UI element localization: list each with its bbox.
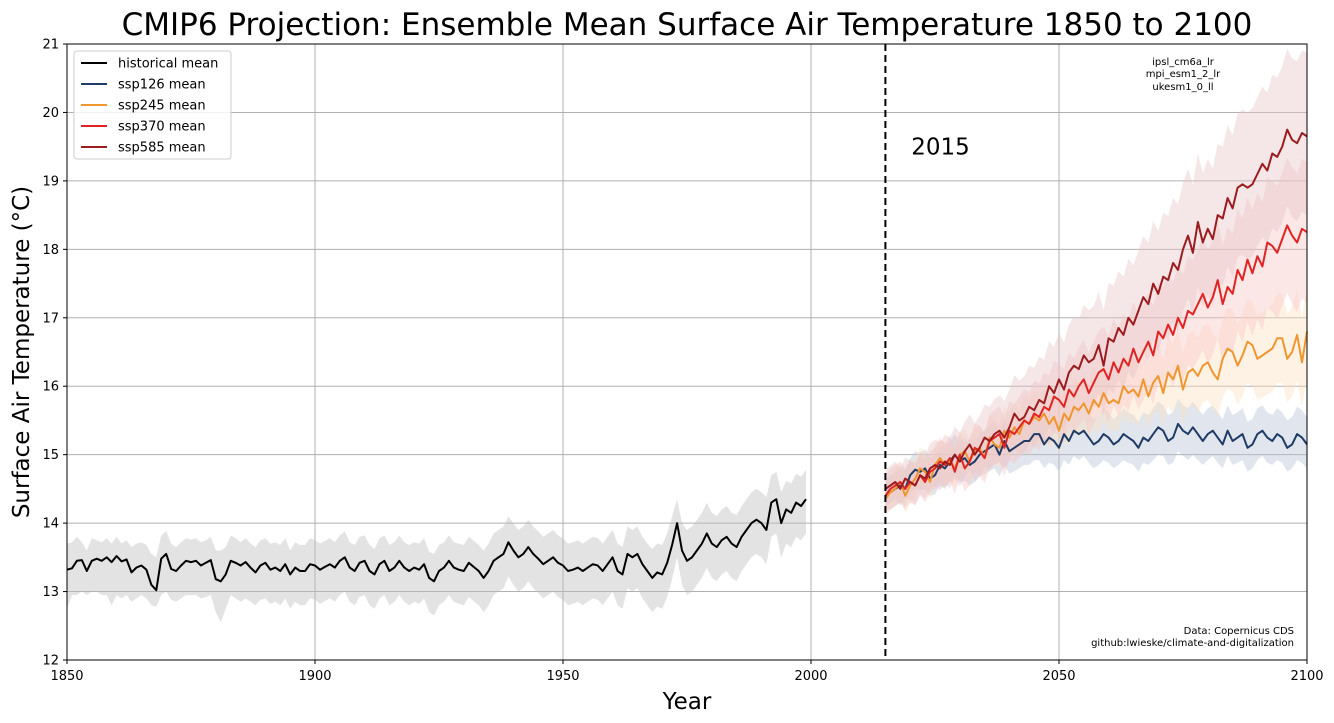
- x-tick-label: 2000: [794, 669, 827, 684]
- y-axis-label: Surface Air Temperature (°C): [9, 186, 35, 518]
- models-note: ipsl_cm6a_lr mpi_esm1_2_lr ukesm1_0_ll: [1146, 57, 1221, 93]
- ssp245-mean-band: [885, 284, 1307, 513]
- y-tick-label: 20: [42, 106, 59, 121]
- chart-title: CMIP6 Projection: Ensemble Mean Surface …: [122, 7, 1253, 43]
- x-tick-label: 2100: [1290, 669, 1323, 684]
- source-note: Data: Copernicus CDS github:lwieske/clim…: [1091, 626, 1294, 649]
- uncertainty-bands: [67, 48, 1307, 623]
- ssp126-mean-band: [885, 398, 1307, 510]
- source-note-line: github:lwieske/climate-and-digitalizatio…: [1091, 638, 1294, 649]
- x-axis-ticks: 1850 1900 1950 2000 2050 2100: [50, 660, 1324, 684]
- y-tick-label: 13: [42, 585, 59, 600]
- y-tick-label: 14: [42, 517, 59, 532]
- y-tick-label: 21: [42, 38, 59, 53]
- legend-label: ssp585 mean: [118, 141, 206, 156]
- x-tick-label: 1900: [298, 669, 331, 684]
- ssp585-mean-band: [885, 48, 1307, 507]
- historical-mean-line: [66, 498, 807, 592]
- ssp370-mean-line: [884, 224, 1308, 497]
- model-note-line: mpi_esm1_2_lr: [1146, 69, 1221, 80]
- y-tick-label: 17: [42, 311, 59, 326]
- legend-label: ssp126 mean: [118, 78, 206, 93]
- x-tick-label: 2050: [1042, 669, 1075, 684]
- x-axis-label: Year: [662, 689, 712, 715]
- x-tick-label: 1850: [50, 669, 83, 684]
- legend-label: ssp245 mean: [118, 99, 206, 114]
- y-tick-label: 19: [42, 174, 59, 189]
- historical-mean-band: [67, 469, 806, 623]
- legend-label: ssp370 mean: [118, 120, 206, 135]
- ssp370-mean-band: [885, 157, 1307, 517]
- y-tick-label: 16: [42, 380, 59, 395]
- y-tick-label: 18: [42, 243, 59, 258]
- model-note-line: ipsl_cm6a_lr: [1152, 57, 1215, 68]
- source-note-line: Data: Copernicus CDS: [1184, 626, 1294, 637]
- legend-label: historical mean: [118, 57, 218, 72]
- legend: historical mean ssp126 mean ssp245 mean ssp…: [73, 50, 232, 160]
- x-tick-label: 1950: [546, 669, 579, 684]
- year-2015-label: 2015: [911, 135, 970, 161]
- series-lines: [66, 128, 1308, 592]
- y-tick-label: 12: [42, 654, 59, 669]
- model-note-line: ukesm1_0_ll: [1152, 82, 1213, 93]
- y-tick-label: 15: [42, 448, 59, 463]
- ssp585-mean-line: [884, 128, 1308, 490]
- y-axis-ticks: 12 13 14 15 16 17 18 19 20 21: [42, 38, 67, 669]
- plot-frame: [66, 43, 1308, 661]
